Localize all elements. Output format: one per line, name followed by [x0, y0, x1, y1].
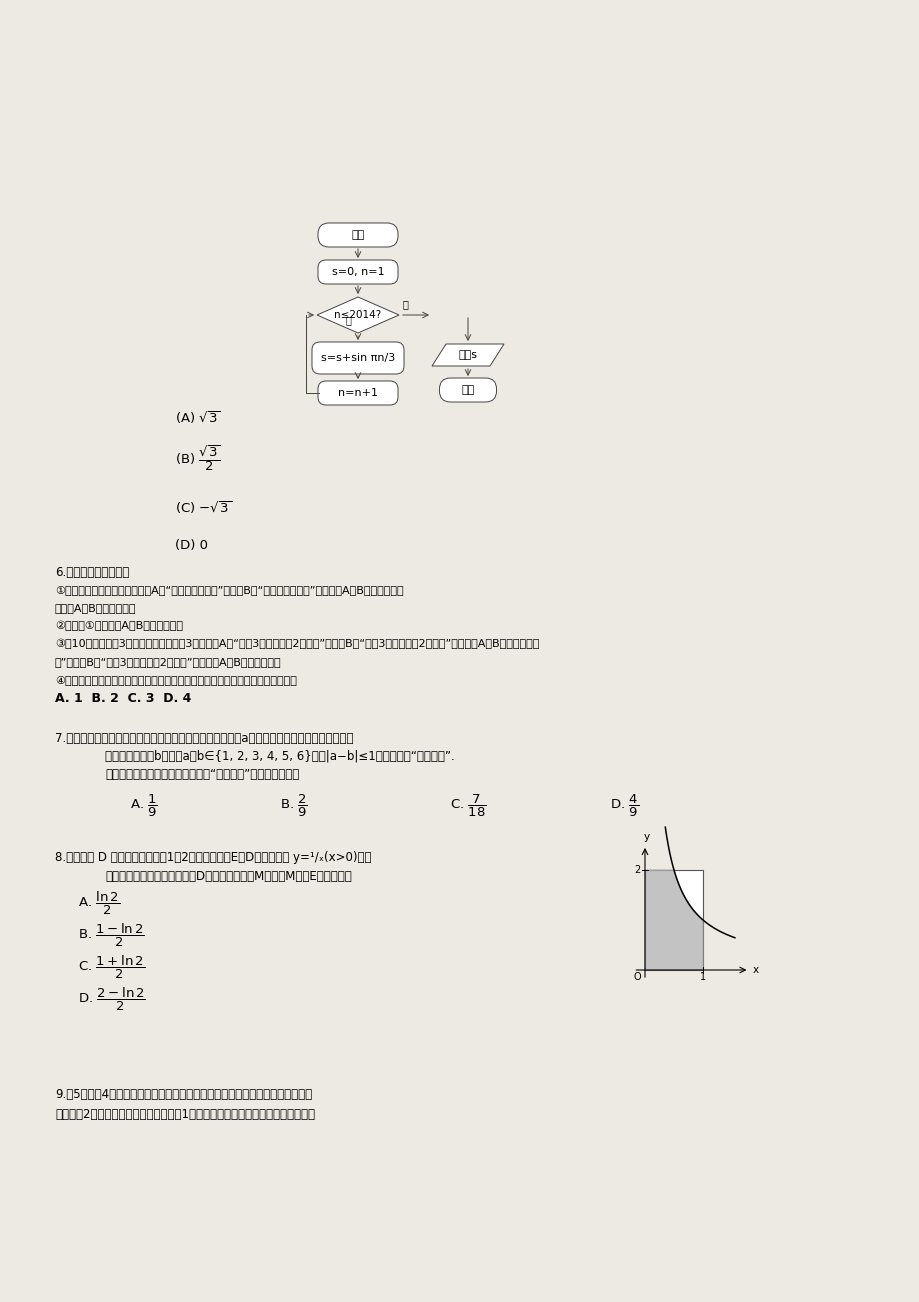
- Text: D. $\dfrac{2-\ln 2}{2}$: D. $\dfrac{2-\ln 2}{2}$: [78, 986, 146, 1013]
- Text: 输出s: 输出s: [458, 350, 477, 359]
- Text: ①将一枚硬币抛掷两次，设事件A为“两次都出现正面”，事件B为“两次都出现反面”，则事件A与B是对立事件；: ①将一枚硬币抛掷两次，设事件A为“两次都出现正面”，事件B为“两次都出现反面”，…: [55, 585, 403, 595]
- Text: ③在10件产品中有3件是次品，从中取卶3件，事件A为“所取3件中最多有2件次品”，事件B为“所取3件中至少有2件次品”，则事件A与B是互斥事件；: ③在10件产品中有3件是次品，从中取卶3件，事件A为“所取3件中最多有2件次品”…: [55, 639, 539, 650]
- Text: (C) $-\sqrt{3}$: (C) $-\sqrt{3}$: [175, 500, 232, 517]
- Text: 现任意找两人玩这个游戏，则他们“心有灵犊”的概率为（　）: 现任意找两人玩这个游戏，则他们“心有灵犊”的概率为（ ）: [105, 767, 299, 780]
- Text: A. $\dfrac{1}{9}$: A. $\dfrac{1}{9}$: [130, 793, 158, 819]
- FancyBboxPatch shape: [312, 342, 403, 374]
- FancyBboxPatch shape: [439, 378, 496, 402]
- Text: 7.甲、乙两人玩猜数字游戏，先由甲心中想一个数字，记为a，再由乙猜甲心中所想的数字，把: 7.甲、乙两人玩猜数字游戏，先由甲心中想一个数字，记为a，再由乙猜甲心中所想的数…: [55, 732, 353, 745]
- Text: O: O: [632, 973, 641, 982]
- Text: D. $\dfrac{4}{9}$: D. $\dfrac{4}{9}$: [609, 793, 639, 819]
- Text: 星期五有2人参加，星期六、星期日各有1人参加，则不同的选派方法共有（　　）: 星期五有2人参加，星期六、星期日各有1人参加，则不同的选派方法共有（ ）: [55, 1108, 314, 1121]
- Text: 结束: 结束: [460, 385, 474, 395]
- Text: 则事件A与B是对立事件；: 则事件A与B是对立事件；: [55, 603, 136, 613]
- Polygon shape: [432, 344, 504, 366]
- Text: (A) $\sqrt{3}$: (A) $\sqrt{3}$: [175, 410, 221, 426]
- Text: 8.如图，设 D 是图中边长分别为1和2的矩形区域，E是D内位于函数 y=¹/ₓ(x>0)图像: 8.如图，设 D 是图中边长分别为1和2的矩形区域，E是D内位于函数 y=¹/ₓ…: [55, 852, 371, 865]
- Polygon shape: [317, 297, 399, 333]
- FancyBboxPatch shape: [318, 223, 398, 247]
- Polygon shape: [644, 870, 702, 970]
- Text: n≤2014?: n≤2014?: [334, 310, 381, 320]
- Text: 9.从5位同学4位同学在星期五、星期六、星期日参加公益活动，每人一天，要求: 9.从5位同学4位同学在星期五、星期六、星期日参加公益活动，每人一天，要求: [55, 1088, 312, 1101]
- Text: (B) $\dfrac{\sqrt{3}}{2}$: (B) $\dfrac{\sqrt{3}}{2}$: [175, 443, 221, 473]
- Text: ④两事件对立必然互斥，反之不成立。试判断以上命题中真命题的个数是（　　）: ④两事件对立必然互斥，反之不成立。试判断以上命题中真命题的个数是（ ）: [55, 674, 297, 685]
- Text: n=n+1: n=n+1: [337, 388, 378, 398]
- Text: A. 1  B. 2  C. 3  D. 4: A. 1 B. 2 C. 3 D. 4: [55, 691, 191, 704]
- Text: 是: 是: [346, 315, 351, 326]
- Text: 6.给出以下四个命题：: 6.给出以下四个命题：: [55, 565, 129, 578]
- Text: A. $\dfrac{\ln 2}{2}$: A. $\dfrac{\ln 2}{2}$: [78, 889, 120, 917]
- Text: B. $\dfrac{1-\ln 2}{2}$: B. $\dfrac{1-\ln 2}{2}$: [78, 922, 144, 949]
- Text: 2: 2: [634, 865, 641, 875]
- Text: B. $\dfrac{2}{9}$: B. $\dfrac{2}{9}$: [279, 793, 308, 819]
- Text: s=s+sin πn/3: s=s+sin πn/3: [321, 353, 394, 363]
- Text: 否: 否: [403, 299, 408, 309]
- Text: C. $\dfrac{1+\ln 2}{2}$: C. $\dfrac{1+\ln 2}{2}$: [78, 953, 145, 980]
- Text: C. $\dfrac{7}{18}$: C. $\dfrac{7}{18}$: [449, 793, 486, 819]
- FancyBboxPatch shape: [318, 381, 398, 405]
- Text: ②在命题①中，事件A与B是互斥事件；: ②在命题①中，事件A与B是互斥事件；: [55, 621, 183, 631]
- Text: 开始: 开始: [351, 230, 364, 240]
- Text: (D) 0: (D) 0: [175, 539, 208, 552]
- Text: 下方的区域（阴影部分），从D内随机取一个点M，则点M取自E内的概率为: 下方的区域（阴影部分），从D内随机取一个点M，则点M取自E内的概率为: [105, 870, 351, 883]
- Text: s=0, n=1: s=0, n=1: [332, 267, 384, 277]
- FancyBboxPatch shape: [318, 260, 398, 284]
- Text: x: x: [752, 965, 757, 975]
- Text: 1: 1: [699, 973, 705, 982]
- Text: y: y: [643, 832, 650, 842]
- Text: 乙猜的数字记为b，其中a、b∈{1, 2, 3, 4, 5, 6}，若|a−b|≤1，就称甲乙“心有灵犊”.: 乙猜的数字记为b，其中a、b∈{1, 2, 3, 4, 5, 6}，若|a−b|…: [105, 750, 454, 763]
- Bar: [644, 870, 702, 970]
- Text: 品”，事件B为“所取3件中至少有2件次品”，则事件A与B是互斥事件；: 品”，事件B为“所取3件中至少有2件次品”，则事件A与B是互斥事件；: [55, 658, 281, 667]
